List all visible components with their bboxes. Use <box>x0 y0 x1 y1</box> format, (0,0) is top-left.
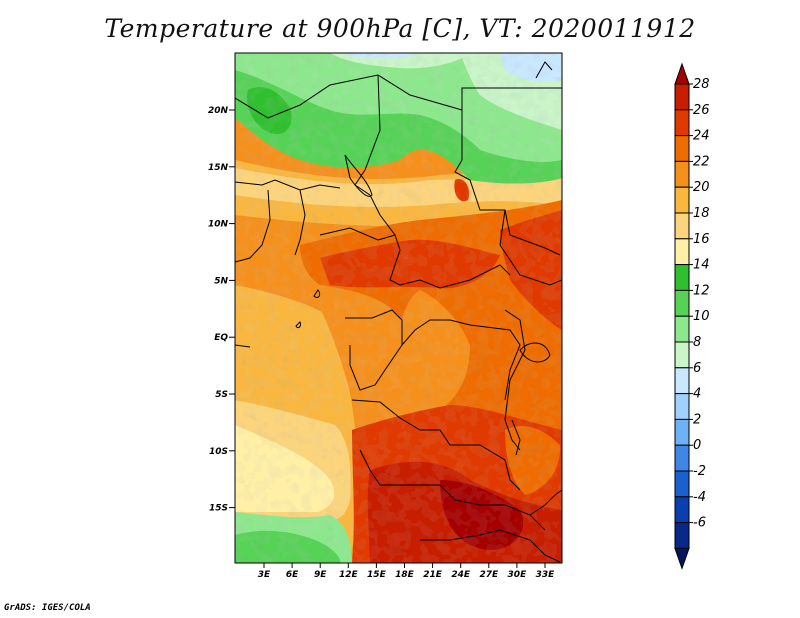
border-west-b <box>294 189 306 256</box>
latitude-axis: 20N 15N 10N 5N EQ 5S 10S 15S <box>208 106 229 514</box>
lat-label: 5S <box>215 390 228 400</box>
border-nigeria-cameroon <box>319 227 396 241</box>
colorbar-label: 16 <box>693 232 710 247</box>
lake-tanganyika <box>511 419 521 456</box>
lat-label: 15N <box>208 163 229 173</box>
colorbar-swatch <box>674 160 690 188</box>
colorbar-label: 22 <box>693 154 710 169</box>
border-sahel-west <box>235 179 341 191</box>
axis-ticks <box>229 109 546 568</box>
colorbar-label: 6 <box>693 361 701 376</box>
island-sao-tome <box>313 289 321 298</box>
colorbar <box>674 62 693 570</box>
colorbar-swatch <box>674 109 690 137</box>
lon-label: 6E <box>286 570 299 580</box>
lat-label: 10S <box>209 447 228 457</box>
colorbar-swatch <box>674 367 690 395</box>
longitude-axis: 3E 6E 9E 12E 15E 18E 21E 24E 27E 30E 33E <box>258 570 555 580</box>
temperature-field <box>235 53 562 563</box>
island-bioko <box>295 321 301 329</box>
colorbar-label: 24 <box>693 129 710 144</box>
colorbar-label: 18 <box>693 206 710 221</box>
border-north <box>235 74 561 256</box>
colorbar-label: 26 <box>693 103 710 118</box>
lat-label: 20N <box>208 106 229 116</box>
border-drc-north <box>401 319 521 401</box>
colorbar-swatch <box>674 418 690 446</box>
lon-label: 27E <box>479 570 499 580</box>
colorbar-label: -2 <box>693 464 706 479</box>
colorbar-label: 14 <box>693 258 710 273</box>
border-sudan-south <box>499 209 562 286</box>
colorbar-swatch <box>674 83 690 111</box>
grads-credit: GrADS: IGES/COLA <box>4 603 91 613</box>
map-title: Temperature at 900hPa [C], VT: 202001191… <box>104 14 696 43</box>
border-niger-chad <box>354 74 381 216</box>
colorbar-label: -6 <box>693 516 706 531</box>
border-west-a <box>235 189 271 263</box>
colorbar-swatch <box>674 470 690 498</box>
colorbar-label: -4 <box>693 490 706 505</box>
lon-label: 33E <box>536 570 556 580</box>
coast-marker-a <box>235 344 251 348</box>
colorbar-swatch <box>674 186 690 214</box>
colorbar-label: 28 <box>693 77 710 92</box>
lon-label: 21E <box>423 570 443 580</box>
colorbar-label: 2 <box>693 412 701 427</box>
colorbar-swatch <box>674 212 690 240</box>
lon-label: 12E <box>339 570 359 580</box>
lon-label: 18E <box>395 570 415 580</box>
colorbar-bottom-arrow <box>674 547 690 570</box>
lat-label: 5N <box>214 276 228 286</box>
colorbar-label: 10 <box>693 309 710 324</box>
country-borders <box>235 61 562 563</box>
lon-label: 9E <box>314 570 327 580</box>
border-malawi <box>529 489 562 516</box>
border-great-lakes <box>504 309 526 451</box>
colorbar-top-arrow <box>674 62 690 85</box>
lat-label: EQ <box>214 333 228 343</box>
border-gabon-congo <box>345 309 403 391</box>
lake-victoria <box>519 342 551 363</box>
border-namibia-botswana <box>420 529 561 563</box>
colorbar-swatch <box>674 264 690 291</box>
border-car <box>379 214 511 289</box>
colorbar-swatch <box>674 289 690 317</box>
lat-label: 10N <box>208 220 229 230</box>
lon-label: 15E <box>367 570 387 580</box>
colorbar-swatch <box>674 341 690 369</box>
colorbar-label: 4 <box>693 387 701 402</box>
nile-delta <box>535 61 553 79</box>
lat-label: 15S <box>209 504 228 514</box>
colorbar-swatch <box>674 238 690 266</box>
colorbar-swatch <box>674 444 690 472</box>
colorbar-label: 12 <box>693 283 710 298</box>
lon-label: 3E <box>258 570 271 580</box>
colorbar-label: 20 <box>693 180 710 195</box>
colorbar-swatch <box>674 496 690 524</box>
field-texture <box>235 53 562 563</box>
lon-label: 24E <box>451 570 471 580</box>
map-frame <box>234 52 563 564</box>
border-angola-zambia <box>359 449 546 531</box>
colorbar-swatch <box>674 315 690 343</box>
colorbar-swatch <box>674 522 690 549</box>
colorbar-label: 8 <box>693 335 701 350</box>
lake-chad <box>344 154 373 197</box>
border-libya-egypt <box>461 87 562 110</box>
lon-label: 30E <box>508 570 528 580</box>
colorbar-label: 0 <box>693 438 701 453</box>
colorbar-swatch <box>674 393 690 420</box>
colorbar-swatch <box>674 135 690 162</box>
border-angola-drc <box>351 399 521 491</box>
